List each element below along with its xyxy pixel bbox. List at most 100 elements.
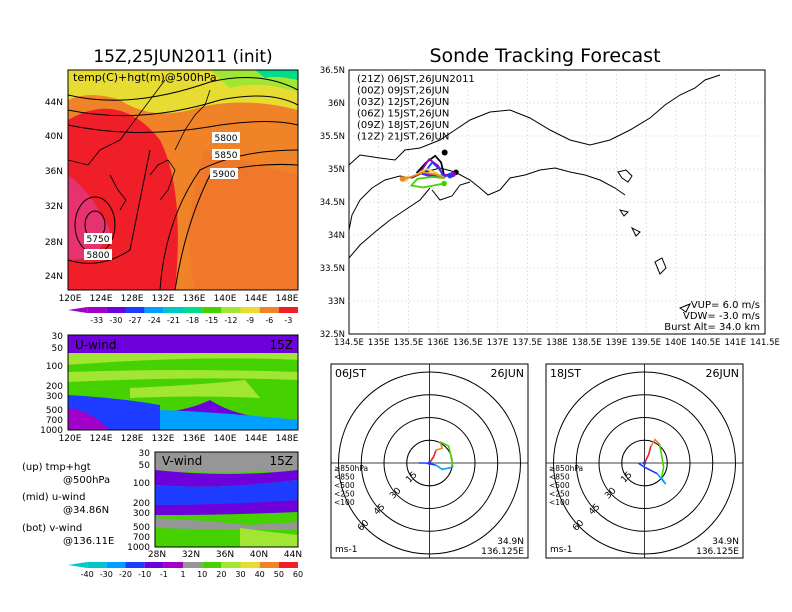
hodo-legend-entry: <850 [334, 473, 355, 482]
legend-entry: (03Z) 12JST,26JUN [357, 97, 449, 108]
hodo-time: 18JST [550, 367, 581, 380]
lon-tick-label: 140.5E [691, 338, 721, 348]
lat-tick-label: 28N [45, 238, 63, 248]
colorbar-end [68, 562, 88, 568]
colorbar-tick: -6 [265, 316, 273, 325]
lat-tick-label: 33N [328, 297, 345, 307]
colorbar-tick: -15 [205, 316, 218, 325]
colorbar-swatch [183, 562, 203, 568]
hodo-legend-entry: <500 [334, 481, 355, 490]
colorbar-swatch [125, 307, 145, 313]
contour-label-box [212, 132, 240, 143]
note-line: (mid) u-wind [22, 492, 85, 503]
contour-label: 5900 [213, 170, 236, 180]
lat-tick-label: 36N [45, 167, 63, 177]
hodo-legend-entry: <100 [549, 498, 570, 507]
lon-tick-label: 136E [183, 294, 206, 304]
note-line: @136.11E [63, 536, 114, 547]
hodograph-origin [642, 461, 647, 465]
colorbar-tick: 50 [274, 570, 284, 579]
track-line [402, 171, 446, 180]
launch-point [441, 149, 448, 156]
hodograph-segment [650, 438, 660, 447]
hodograph-segment [656, 473, 667, 485]
colorbar-tick: 20 [216, 570, 226, 579]
lon-tick-label: 135.5E [394, 338, 424, 348]
burst-alt-text: Burst Alt= 34.0 km [664, 322, 760, 333]
colorbar-swatch [125, 562, 145, 568]
lat-tick-label: 36N [328, 99, 345, 109]
lat-tick-label: 32N [182, 550, 200, 560]
pressure-tick: 700 [46, 416, 63, 426]
contour-label: 5800 [87, 251, 110, 261]
hodograph-segment [435, 441, 444, 452]
lon-tick-label: 137E [487, 338, 509, 348]
hodo-legend-entry: <250 [334, 490, 355, 499]
colorbar-tick: -30 [100, 570, 113, 579]
lat-tick-label: 28N [148, 550, 166, 560]
lon-tick-label: 136E [427, 338, 449, 348]
lon-tick-label: 140E [665, 338, 687, 348]
pressure-tick: 300 [46, 392, 63, 402]
lat-tick-label: 40N [45, 132, 63, 142]
note-line: @500hPa [63, 475, 110, 486]
lon-tick-label: 139.5E [631, 338, 661, 348]
legend-entry: (12Z) 21JST,26JUN [357, 132, 449, 143]
colorbar-swatch [106, 562, 126, 568]
colorbar-tick: -20 [119, 570, 132, 579]
pressure-tick: 50 [139, 461, 151, 471]
speed-ring [621, 439, 668, 487]
hodograph-segment [637, 462, 658, 475]
pressure-tick: 1000 [127, 543, 150, 553]
lat-tick-label: 34.5N [320, 198, 345, 208]
landing-point [447, 172, 453, 179]
colorbar-tick: -1 [160, 570, 168, 579]
colorbar-swatch [163, 562, 183, 568]
contour-labels: 5800 5850 5900 5750 5800 [84, 132, 240, 261]
speed-ring [553, 371, 736, 555]
contour-label-box [212, 149, 240, 160]
lon-tick-label: 148E [276, 294, 299, 304]
lat-tick-label: 36N [216, 550, 234, 560]
lon-tick-label: 136.5E [453, 338, 483, 348]
lat-tick-label: 32.5N [320, 330, 345, 340]
colorbar-swatch [240, 307, 260, 313]
lon-tick-label: 120E [59, 294, 82, 304]
pressure-tick: 500 [46, 406, 63, 416]
hodograph-segment [435, 464, 454, 471]
lat-tick-label: 32N [45, 202, 63, 212]
pressure-tick: 300 [133, 509, 150, 519]
temp-height-map: temp(C)+hgt(m)@500hPa 580058505900575058… [45, 69, 299, 304]
hodo-lat: 34.9N [712, 537, 739, 547]
hodo-lon: 136.125E [481, 547, 524, 557]
colorbar-swatch [240, 562, 260, 568]
colorbar-swatch [259, 307, 279, 313]
speed-ring [575, 394, 714, 532]
hodo-legend-entry: ≥850hPa [549, 464, 583, 473]
lon-tick-label: 132E [152, 294, 175, 304]
colorbar-tick: -24 [148, 316, 161, 325]
lat-tick-label: 33.5N [320, 264, 345, 274]
hodo-legend-entry: <100 [334, 498, 355, 507]
legend-entry: (06Z) 15JST,26JUN [357, 109, 449, 120]
lon-tick-label: 140E [214, 294, 237, 304]
hodo-time: 06JST [335, 367, 366, 380]
lat-tick-label: 35N [328, 165, 345, 175]
colorbar-tick: -30 [109, 316, 122, 325]
lat-tick-label: 44N [45, 98, 63, 108]
lon-tick-label: 138E [546, 338, 568, 348]
hodograph-segment [439, 441, 454, 468]
colorbar-end [296, 562, 298, 568]
hodograph-segment [418, 462, 437, 466]
colorbar-swatch [202, 562, 222, 568]
colorbar-tick: 1 [180, 570, 185, 579]
contour-label-box [84, 233, 112, 244]
colorbar-end [68, 307, 88, 313]
lon-tick-label: 139E [606, 338, 628, 348]
hodo-lat: 34.9N [497, 537, 524, 547]
tracking-map: (21Z) 06JST,26JUN2011(00Z) 09JST,26JUN(0… [320, 66, 780, 348]
landing-point [441, 180, 447, 187]
lon-tick-label: 136E [183, 434, 206, 444]
lon-tick-label: 144E [245, 434, 268, 444]
